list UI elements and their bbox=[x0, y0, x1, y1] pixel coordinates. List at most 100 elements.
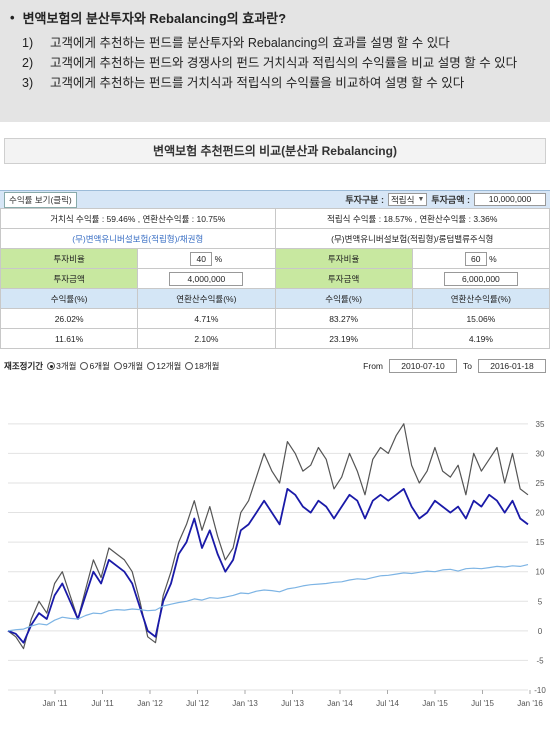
toolbar-controls: 투자구분 : 적립식 ▼ 투자금액 : 10,000,000 bbox=[345, 193, 546, 206]
date-range: From 2010-07-10 To 2016-01-18 bbox=[363, 359, 546, 373]
x-tick-label: Jul '15 bbox=[471, 699, 494, 708]
x-tick-label: Jul '12 bbox=[186, 699, 209, 708]
ratio-input-left[interactable]: 40 bbox=[190, 251, 213, 266]
investment-type-value: 적립식 bbox=[390, 194, 415, 205]
investment-type-select[interactable]: 적립식 ▼ bbox=[387, 193, 428, 206]
rebalance-period-options: 재조정기간 3개월 6개월 9개월 12개월 18개월 bbox=[4, 360, 219, 372]
fund-comparison-table: 거치식 수익률 : 59.46% , 연환산수익률 : 10.75% 적립식 수… bbox=[0, 208, 550, 349]
radio-label: 9개월 bbox=[122, 361, 144, 371]
table-cell: 2.10% bbox=[137, 328, 276, 349]
radio-label: 6개월 bbox=[89, 361, 110, 371]
returns-chart-svg: -10 -5 0 5 10 15 20 25 30 35 Jan '11 Jul '11 Jan '12… bbox=[7, 420, 546, 708]
ratio-cell-left: 40 % bbox=[137, 248, 276, 269]
radio-dot-icon bbox=[185, 362, 194, 370]
from-date-input[interactable]: 2010-07-10 bbox=[389, 359, 458, 373]
col-header-return: 수익률(%) bbox=[0, 288, 139, 309]
intro-title: • 변액보험의 분산투자와 Rebalancing의 효과란? bbox=[10, 8, 540, 27]
amount-cell-left: 4,000,000 bbox=[137, 268, 276, 289]
period-radio-9m[interactable]: 9개월 bbox=[113, 360, 144, 372]
y-tick-label: 35 bbox=[536, 420, 545, 429]
y-tick-label: -5 bbox=[536, 656, 544, 665]
table-row: 11.61% 2.10% 23.19% 4.19% bbox=[0, 328, 550, 349]
investment-amount-input[interactable]: 10,000,000 bbox=[474, 193, 546, 206]
fund-name-left[interactable]: (무)변액유니버설보험(적립형)/채권형 bbox=[0, 228, 276, 249]
to-label: To bbox=[463, 361, 472, 371]
series-line-0 bbox=[7, 423, 529, 650]
radio-dot-icon bbox=[47, 362, 56, 370]
period-radio-18m[interactable]: 18개월 bbox=[185, 360, 219, 372]
intro-item-text: 고객에게 추천하는 펀드를 분산투자와 Rebalancing의 효과를 설명 … bbox=[50, 36, 450, 50]
x-tick-label: Jan '14 bbox=[327, 699, 353, 708]
period-radio-6m[interactable]: 6개월 bbox=[80, 360, 110, 372]
amount-input-left[interactable]: 4,000,000 bbox=[169, 271, 244, 286]
ratio-input-right[interactable]: 60 bbox=[464, 251, 487, 266]
ratio-cell-right: 60 % bbox=[411, 248, 550, 269]
radio-label: 3개월 bbox=[56, 361, 77, 371]
series-line-2 bbox=[7, 564, 529, 632]
intro-item-text: 고객에게 추천하는 펀드와 경쟁사의 펀드 거치식과 적립식의 수익률을 비교 … bbox=[50, 56, 518, 70]
rebalance-period-bar: 재조정기간 3개월 6개월 9개월 12개월 18개월 From 2010-07… bbox=[0, 359, 550, 373]
col-header-annual: 연환산수익률(%) bbox=[137, 288, 276, 309]
radio-dot-icon bbox=[113, 362, 122, 370]
amount-cell-right: 6,000,000 bbox=[411, 268, 550, 289]
y-tick-label: 30 bbox=[536, 449, 545, 458]
x-tick-label: Jul '14 bbox=[376, 699, 399, 708]
summary-row: 거치식 수익률 : 59.46% , 연환산수익률 : 10.75% 적립식 수… bbox=[0, 208, 550, 229]
x-tick-label: Jul '11 bbox=[91, 699, 114, 708]
table-cell: 26.02% bbox=[0, 308, 139, 329]
view-returns-button[interactable]: 수익률 보기(클릭) bbox=[4, 191, 77, 208]
table-cell: 15.06% bbox=[411, 308, 550, 329]
ratio-row: 투자비율 40 % 투자비율 60 % bbox=[0, 248, 550, 269]
intro-item: 3) 고객에게 추천하는 펀드를 거치식과 적립식의 수익률을 비교하여 설명 … bbox=[10, 73, 540, 93]
y-tick-label: 15 bbox=[536, 538, 545, 547]
rebalance-period-label: 재조정기간 bbox=[4, 361, 44, 371]
col-header-annual: 연환산수익률(%) bbox=[411, 288, 550, 309]
section-title: 변액보험 추천펀드의 비교(분산과 Rebalancing) bbox=[4, 138, 546, 164]
y-tick-label: 10 bbox=[536, 568, 545, 577]
intro-item: 1) 고객에게 추천하는 펀드를 분산투자와 Rebalancing의 효과를 … bbox=[10, 33, 540, 53]
amount-input-right[interactable]: 6,000,000 bbox=[443, 271, 518, 286]
y-tick-label: 5 bbox=[538, 597, 543, 606]
summary-installment: 적립식 수익률 : 18.57% , 연환산수익률 : 3.36% bbox=[274, 208, 550, 229]
bullet: • bbox=[10, 10, 15, 25]
table-cell: 4.71% bbox=[137, 308, 276, 329]
x-tick-label: Jan '16 bbox=[517, 699, 543, 708]
x-tick-label: Jan '15 bbox=[422, 699, 448, 708]
amount-label-left: 투자금액 bbox=[0, 268, 139, 289]
intro-item-number: 1) bbox=[22, 36, 34, 50]
series-line-1 bbox=[7, 488, 529, 644]
period-radio-3m[interactable]: 3개월 bbox=[47, 360, 76, 372]
amount-row: 투자금액 4,000,000 투자금액 6,000,000 bbox=[0, 268, 550, 289]
intro-list: 1) 고객에게 추천하는 펀드를 분산투자와 Rebalancing의 효과를 … bbox=[10, 33, 540, 93]
percent-sign: % bbox=[489, 253, 497, 264]
intro-item-number: 3) bbox=[22, 76, 34, 90]
period-radio-12m[interactable]: 12개월 bbox=[147, 360, 181, 372]
x-tick-label: Jul '13 bbox=[281, 699, 304, 708]
ratio-label-right: 투자비율 bbox=[274, 248, 413, 269]
ratio-label-left: 투자비율 bbox=[0, 248, 139, 269]
table-cell: 83.27% bbox=[274, 308, 413, 329]
header-row: 수익률(%) 연환산수익률(%) 수익률(%) 연환산수익률(%) bbox=[0, 288, 550, 309]
table-cell: 11.61% bbox=[0, 328, 139, 349]
to-date-input[interactable]: 2016-01-18 bbox=[478, 359, 546, 373]
chevron-down-icon: ▼ bbox=[417, 196, 425, 203]
y-tick-label: -10 bbox=[534, 686, 546, 695]
intro-item: 2) 고객에게 추천하는 펀드와 경쟁사의 펀드 거치식과 적립식의 수익률을 … bbox=[10, 53, 540, 73]
fund-name-right[interactable]: (무)변액유니버설보험(적립형)/롱텀밸류주식형 bbox=[274, 228, 550, 249]
y-tick-label: 25 bbox=[536, 479, 545, 488]
x-tick-label: Jan '11 bbox=[43, 699, 69, 708]
summary-lump-sum: 거치식 수익률 : 59.46% , 연환산수익률 : 10.75% bbox=[0, 208, 276, 229]
investment-type-label: 투자구분 : bbox=[345, 195, 384, 205]
radio-dot-icon bbox=[147, 362, 156, 370]
amount-label-right: 투자금액 bbox=[274, 268, 413, 289]
fund-name-row: (무)변액유니버설보험(적립형)/채권형 (무)변액유니버설보험(적립형)/롱텀… bbox=[0, 228, 550, 249]
radio-label: 12개월 bbox=[156, 361, 182, 371]
y-tick-label: 0 bbox=[538, 627, 543, 636]
radio-dot-icon bbox=[80, 362, 89, 370]
investment-amount-label: 투자금액 : bbox=[431, 195, 470, 205]
x-tick-label: Jan '12 bbox=[137, 699, 163, 708]
returns-chart: -10 -5 0 5 10 15 20 25 30 35 Jan '11 Jul '11 Jan '12… bbox=[0, 400, 550, 720]
toolbar: 수익률 보기(클릭) 투자구분 : 적립식 ▼ 투자금액 : 10,000,00… bbox=[0, 190, 550, 208]
table-cell: 23.19% bbox=[274, 328, 413, 349]
intro-title-text: 변액보험의 분산투자와 Rebalancing의 효과란? bbox=[22, 11, 287, 26]
